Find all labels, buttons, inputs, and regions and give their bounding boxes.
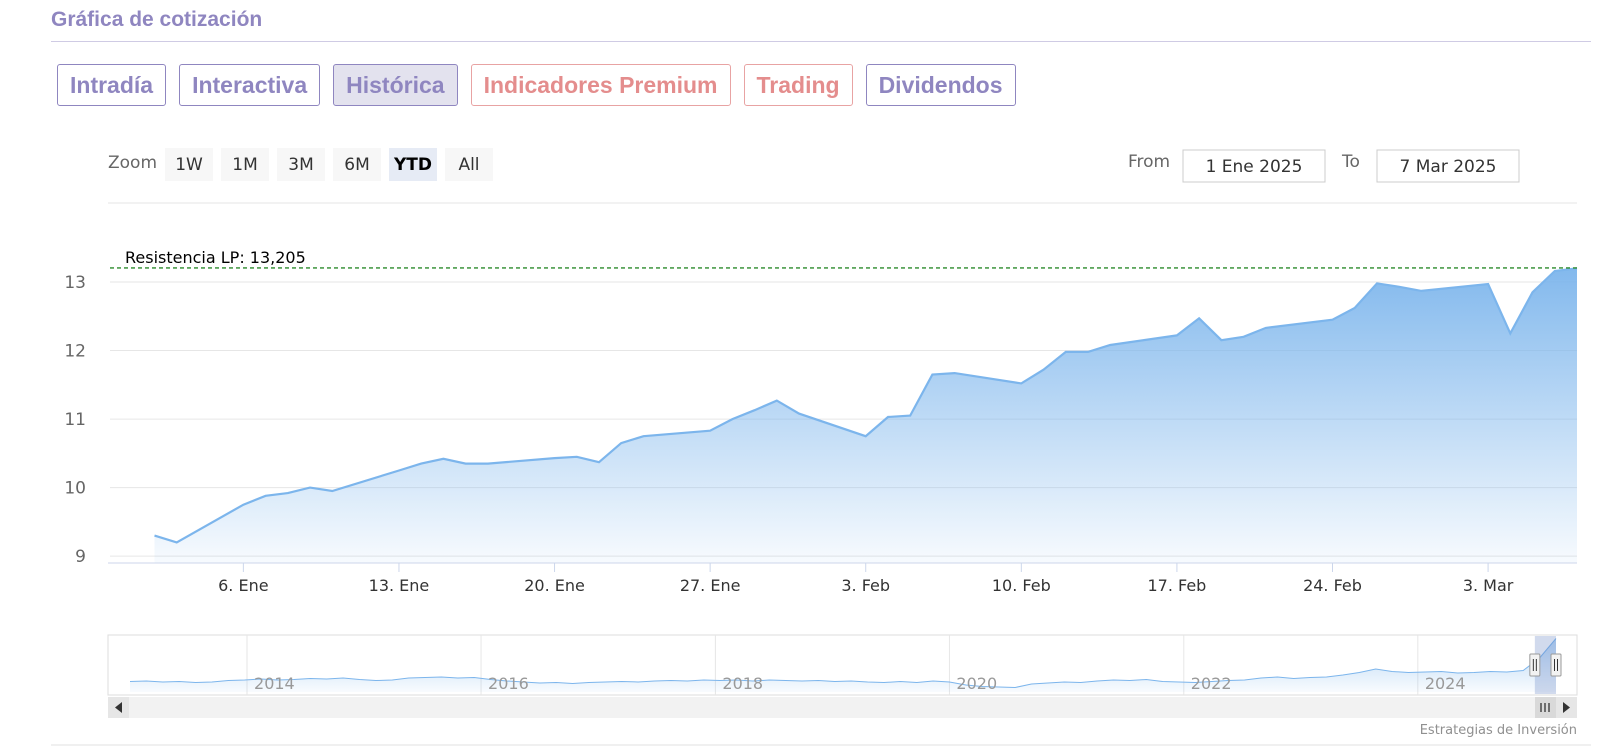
navigator-left-handle[interactable] [1529, 653, 1541, 677]
tab-historica[interactable]: Histórica [333, 64, 458, 106]
y-tick-label: 12 [64, 342, 86, 362]
zoom-ytd-button[interactable]: YTD [393, 155, 432, 175]
navigator-year-label: 2014 [254, 674, 295, 693]
navigator-series [129, 638, 1557, 692]
navigator-right-handle[interactable] [1550, 653, 1562, 677]
x-tick-label: 3. Mar [1463, 576, 1514, 595]
title-divider [51, 41, 1591, 42]
to-date-value: 7 Mar 2025 [1400, 157, 1497, 177]
navigator-year-label: 2024 [1425, 674, 1466, 693]
zoom-all-button-bg[interactable] [445, 148, 493, 181]
section-title: Gráfica de cotización [51, 8, 263, 31]
x-tick-label: 3. Feb [841, 576, 890, 595]
navigator-selected-range[interactable] [1534, 636, 1556, 694]
x-tick-label: 17. Feb [1147, 576, 1206, 595]
from-date-input[interactable] [1182, 149, 1326, 183]
y-tick-label: 9 [75, 547, 86, 567]
zoom-1m-button[interactable]: 1M [232, 155, 257, 175]
to-label: To [1341, 152, 1360, 172]
zoom-3m-button-bg[interactable] [277, 148, 325, 181]
to-date-input[interactable] [1376, 149, 1520, 183]
price-area [154, 268, 1577, 563]
tab-intradia[interactable]: Intradía [57, 64, 167, 106]
y-axis-labels: 9 10 11 12 13 [64, 273, 86, 567]
x-tick-label: 20. Ene [524, 576, 585, 595]
navigator-line [129, 638, 1557, 689]
price-series [154, 267, 1578, 563]
scrollbar-track[interactable] [108, 697, 1577, 718]
from-date-value: 1 Ene 2025 [1206, 157, 1303, 177]
tab-trading[interactable]: Trading [743, 64, 853, 106]
zoom-all-button[interactable]: All [458, 155, 479, 175]
x-tick-label: 10. Feb [992, 576, 1051, 595]
price-chart: Zoom 1W 1M 3M 6M YTD All From 1 Ene 2025… [51, 148, 1591, 746]
scroll-left-arrow-icon [115, 702, 122, 713]
zoom-1m-button-bg[interactable] [221, 148, 269, 181]
zoom-buttons: 1W 1M 3M 6M YTD All [165, 148, 493, 181]
resistance-label: Resistencia LP: 13,205 [125, 248, 306, 267]
x-axis-labels: 6. Ene 13. Ene 20. Ene 27. Ene 3. Feb 10. Feb… [218, 563, 1514, 595]
navigator-year-label: 2018 [722, 674, 763, 693]
navigator-year-label: 2016 [488, 674, 529, 693]
zoom-ytd-button-bg[interactable] [389, 148, 437, 181]
x-tick-label: 27. Ene [680, 576, 741, 595]
tab-indicadores-premium[interactable]: Indicadores Premium [470, 64, 731, 106]
navigator-year-label: 2022 [1191, 674, 1232, 693]
zoom-1w-button-bg[interactable] [165, 148, 213, 181]
navigator-year-labels: 2014 2016 2018 2020 2022 2024 [254, 674, 1466, 693]
x-tick-label: 6. Ene [218, 576, 268, 595]
zoom-6m-button[interactable]: 6M [344, 155, 369, 175]
navigator-year-label: 2020 [956, 674, 997, 693]
scroll-right-arrow-icon [1563, 702, 1570, 713]
y-tick-label: 10 [64, 479, 86, 499]
tab-interactiva[interactable]: Interactiva [179, 64, 321, 106]
scrollbar-grip-icon [1540, 703, 1550, 712]
chart-credits: Estrategias de Inversión [1420, 723, 1577, 738]
zoom-1w-button[interactable]: 1W [175, 155, 203, 175]
zoom-3m-button[interactable]: 3M [288, 155, 313, 175]
tab-dividendos[interactable]: Dividendos [865, 64, 1016, 106]
x-tick-label: 24. Feb [1303, 576, 1362, 595]
resistance-line-group: Resistencia LP: 13,205 [110, 248, 1577, 269]
x-tick-label: 13. Ene [369, 576, 430, 595]
from-label: From [1128, 152, 1170, 172]
navigator-selection [1529, 636, 1562, 694]
y-tick-label: 11 [64, 410, 86, 430]
chart-tabs: Intradía Interactiva Histórica Indicador… [57, 64, 1016, 106]
y-tick-label: 13 [64, 273, 86, 293]
zoom-label: Zoom [108, 153, 157, 173]
zoom-6m-button-bg[interactable] [333, 148, 381, 181]
